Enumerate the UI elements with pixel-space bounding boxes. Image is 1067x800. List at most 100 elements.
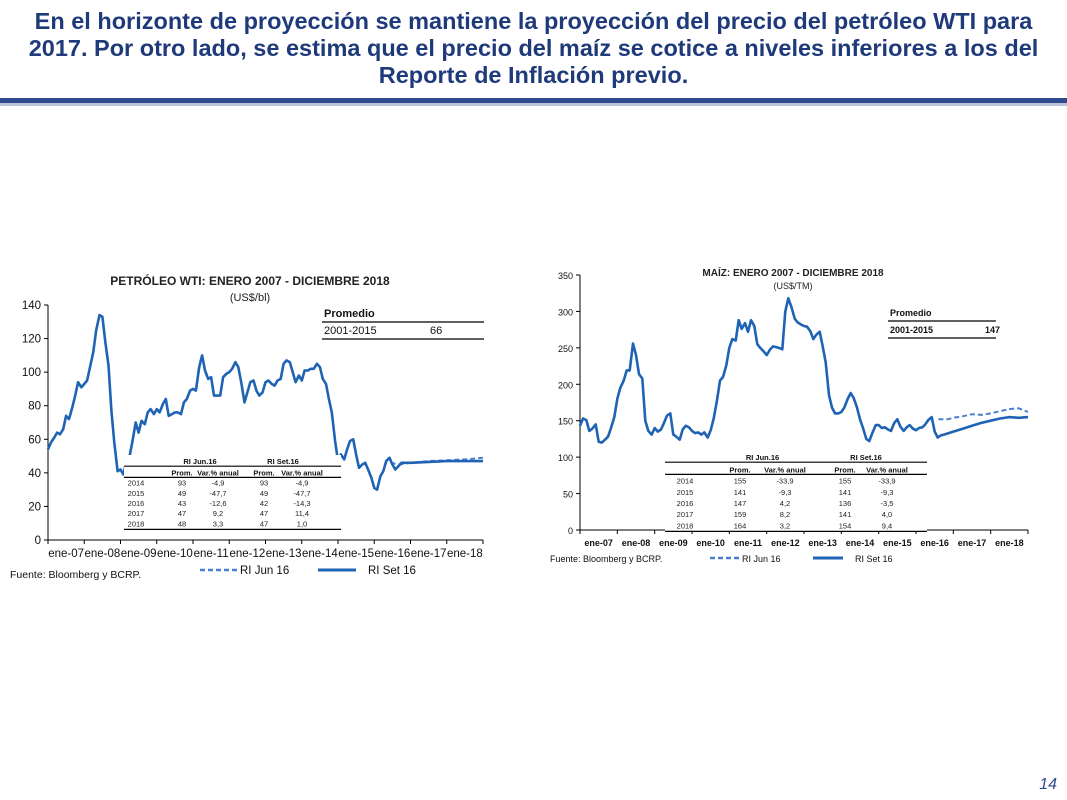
table-cell: -14,3 (293, 499, 310, 508)
x-tick-label: ene-10 (696, 538, 725, 548)
table-group-header: RI Set.16 (850, 453, 882, 462)
chart-title: MAÍZ: ENERO 2007 - DICIEMBRE 2018 (702, 266, 884, 279)
y-tick-label: 140 (22, 300, 41, 312)
summary-period: 2001-2015 (324, 325, 377, 337)
table-column-header: Var.% anual (764, 465, 806, 474)
table-background (665, 450, 927, 532)
table-cell: 93 (260, 479, 268, 488)
x-tick-label: ene-12 (771, 538, 800, 548)
table-cell: 159 (734, 510, 747, 519)
source-note: Fuente: Bloomberg y BCRP. (10, 569, 141, 581)
table-background (124, 455, 341, 530)
x-tick-label: ene-16 (374, 548, 410, 560)
table-column-header: Prom. (834, 465, 855, 474)
y-tick-label: 300 (558, 307, 573, 317)
table-column-header: Var.% anual (281, 468, 323, 477)
table-cell: -33,9 (776, 477, 793, 486)
table-cell: 2018 (128, 519, 145, 528)
table-cell: -12,6 (209, 499, 226, 508)
table-column-header: Prom. (729, 465, 750, 474)
table-cell: 3,2 (780, 521, 790, 530)
corn-price-chart: MAÍZ: ENERO 2007 - DICIEMBRE 2018 (US$/TM… (550, 266, 1029, 564)
chart-subtitle: (US$/TM) (774, 281, 813, 291)
summary-value: 147 (985, 325, 1000, 335)
title-divider (0, 98, 1067, 103)
table-cell: 141 (839, 488, 852, 497)
legend-label: RI Jun 16 (240, 565, 289, 577)
legend-label: RI Jun 16 (742, 554, 781, 564)
x-tick-label: ene-14 (846, 538, 875, 548)
table-group-header: RI Set.16 (267, 457, 299, 466)
table-cell: -4,9 (212, 479, 225, 488)
table-cell: 2016 (128, 499, 145, 508)
x-tick-label: ene-17 (958, 538, 987, 548)
x-tick-label: ene-18 (995, 538, 1024, 548)
table-cell: 47 (260, 509, 268, 518)
legend-label: RI Set 16 (855, 554, 893, 564)
y-tick-label: 100 (558, 453, 573, 463)
x-tick-label: ene-16 (920, 538, 949, 548)
table-cell: 49 (178, 489, 186, 498)
table-cell: 43 (178, 499, 186, 508)
y-tick-label: 40 (28, 468, 41, 480)
x-tick-label: ene-08 (84, 548, 120, 560)
table-cell: 154 (839, 521, 852, 530)
table-cell: 2015 (128, 489, 145, 498)
table-column-header: Var.% anual (197, 468, 239, 477)
x-tick-label: ene-13 (808, 538, 837, 548)
table-cell: 47 (178, 509, 186, 518)
table-cell: 164 (734, 521, 747, 530)
table-cell: 11,4 (295, 509, 309, 518)
x-tick-label: ene-10 (157, 548, 193, 560)
table-cell: 4,0 (882, 510, 892, 519)
x-tick-label: ene-09 (659, 538, 688, 548)
x-tick-label: ene-11 (194, 548, 229, 560)
x-tick-label: ene-07 (48, 548, 84, 560)
x-tick-label: ene-14 (302, 548, 338, 560)
chart-title: PETRÓLEO WTI: ENERO 2007 - DICIEMBRE 201… (110, 273, 390, 288)
x-tick-label: ene-12 (229, 548, 265, 560)
summary-period: 2001-2015 (890, 325, 933, 335)
table-cell: -47,7 (293, 489, 310, 498)
x-tick-label: ene-15 (338, 548, 374, 560)
table-group-header: RI Jun.16 (746, 453, 779, 462)
x-tick-label: ene-15 (883, 538, 912, 548)
summary-header: Promedio (890, 308, 932, 318)
x-tick-label: ene-08 (622, 538, 651, 548)
table-cell: 2014 (677, 477, 694, 486)
table-cell: 9,2 (213, 509, 223, 518)
series-line-ri-set-16 (46, 313, 483, 491)
y-tick-label: 100 (22, 367, 41, 379)
table-cell: 4,2 (780, 499, 790, 508)
table-cell: 1,0 (297, 519, 307, 528)
chart-subtitle: (US$/bl) (230, 292, 270, 304)
y-tick-label: 150 (558, 417, 573, 427)
y-tick-label: 250 (558, 344, 573, 354)
y-tick-label: 0 (35, 535, 41, 547)
series-line-ri-jun-16 (938, 407, 1029, 421)
y-tick-label: 80 (28, 401, 41, 413)
wti-oil-chart: PETRÓLEO WTI: ENERO 2007 - DICIEMBRE 201… (10, 273, 484, 581)
table-column-header: Var.% anual (866, 465, 908, 474)
series-line-ri-set-16 (578, 297, 1029, 444)
table-cell: 2015 (677, 488, 694, 497)
table-cell: 2018 (677, 521, 694, 530)
y-tick-label: 200 (558, 380, 573, 390)
table-cell: -33,9 (878, 477, 895, 486)
table-group-header: RI Jun.16 (183, 457, 216, 466)
table-cell: -9,3 (779, 488, 792, 497)
table-cell: 2017 (128, 509, 145, 518)
y-tick-label: 20 (28, 501, 41, 513)
y-tick-label: 60 (28, 434, 41, 446)
table-column-header: Prom. (171, 468, 192, 477)
table-cell: 2016 (677, 499, 694, 508)
table-cell: 48 (178, 519, 186, 528)
table-cell: 49 (260, 489, 268, 498)
y-tick-label: 120 (22, 334, 41, 346)
table-cell: -9,3 (881, 488, 894, 497)
summary-header: Promedio (324, 308, 375, 320)
table-cell: 147 (734, 499, 747, 508)
x-tick-label: ene-09 (121, 548, 157, 560)
slide-title: En el horizonte de proyección se mantien… (28, 8, 1039, 88)
table-cell: 8,2 (780, 510, 790, 519)
